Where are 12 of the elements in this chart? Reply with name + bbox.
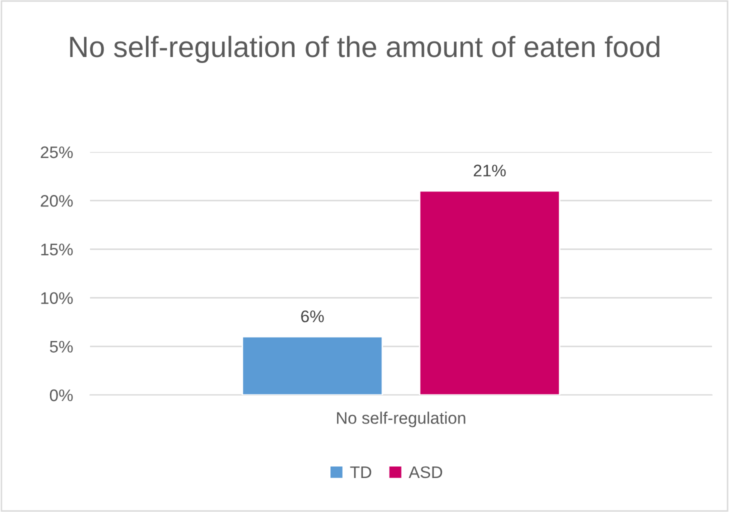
y-tick-label: 20%: [40, 195, 73, 207]
y-tick-label: 5%: [50, 340, 73, 353]
y-tick-label: 15%: [41, 244, 73, 256]
legend-label: ASD: [408, 466, 442, 478]
y-tick-label: 25%: [40, 146, 73, 158]
y-tick-label: 10%: [41, 292, 73, 304]
chart-title: No self-regulation of the amount of eaten food: [70, 36, 660, 64]
x-tick-label: No self-regulation: [337, 412, 466, 428]
data-label: 21%: [474, 164, 506, 176]
data-label: 6%: [301, 310, 324, 322]
legend-label: TD: [350, 466, 372, 478]
y-tick-label: 0%: [50, 389, 73, 402]
